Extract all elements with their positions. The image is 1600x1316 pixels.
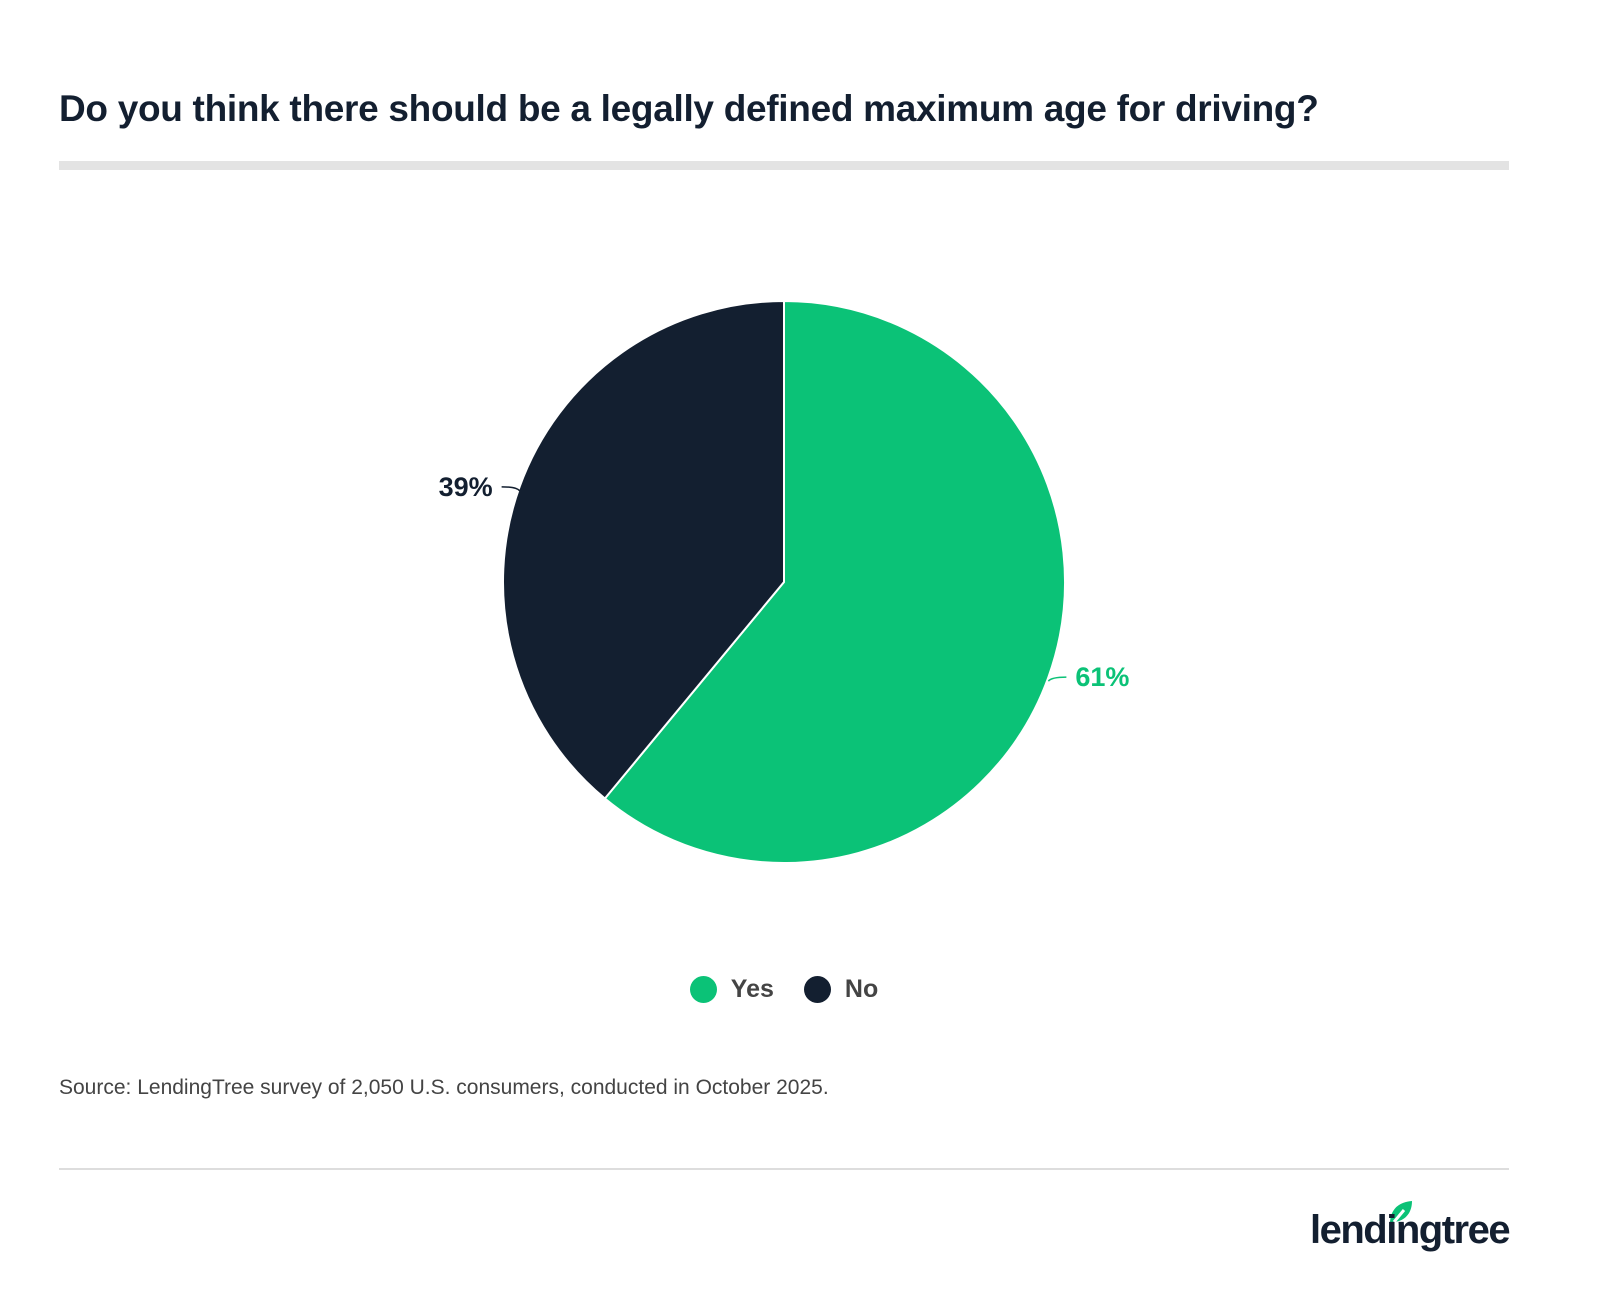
legend: Yes No: [0, 975, 1568, 1004]
footer-divider: [59, 1168, 1509, 1170]
legend-swatch-yes: [689, 976, 717, 1003]
legend-label-yes: Yes: [730, 975, 774, 1003]
pie-slice-yes: [603, 299, 1066, 864]
chart-title: Do you think there should be a legally d…: [59, 88, 1319, 129]
pie-slice-no: [502, 299, 785, 800]
data-label-no: 39%: [439, 472, 493, 502]
legend-swatch-no: [803, 976, 831, 1003]
data-label-yes: 61%: [1075, 662, 1129, 692]
legend-label-no: No: [844, 975, 879, 1003]
leaf-icon: [1390, 1201, 1412, 1224]
title-divider: [59, 161, 1509, 170]
label-connector-no: [501, 486, 521, 492]
source-note: Source: LendingTree survey of 2,050 U.S.…: [59, 1076, 829, 1099]
lendingtree-logo: lendingtree: [1310, 1196, 1511, 1262]
pie-chart: 61% 39%: [439, 299, 1129, 864]
legend-item-yes[interactable]: Yes: [689, 975, 774, 1004]
legend-item-no[interactable]: No: [803, 975, 879, 1004]
label-connector-yes: [1047, 676, 1067, 682]
logo-wordmark: lendingtree: [1310, 1208, 1511, 1252]
